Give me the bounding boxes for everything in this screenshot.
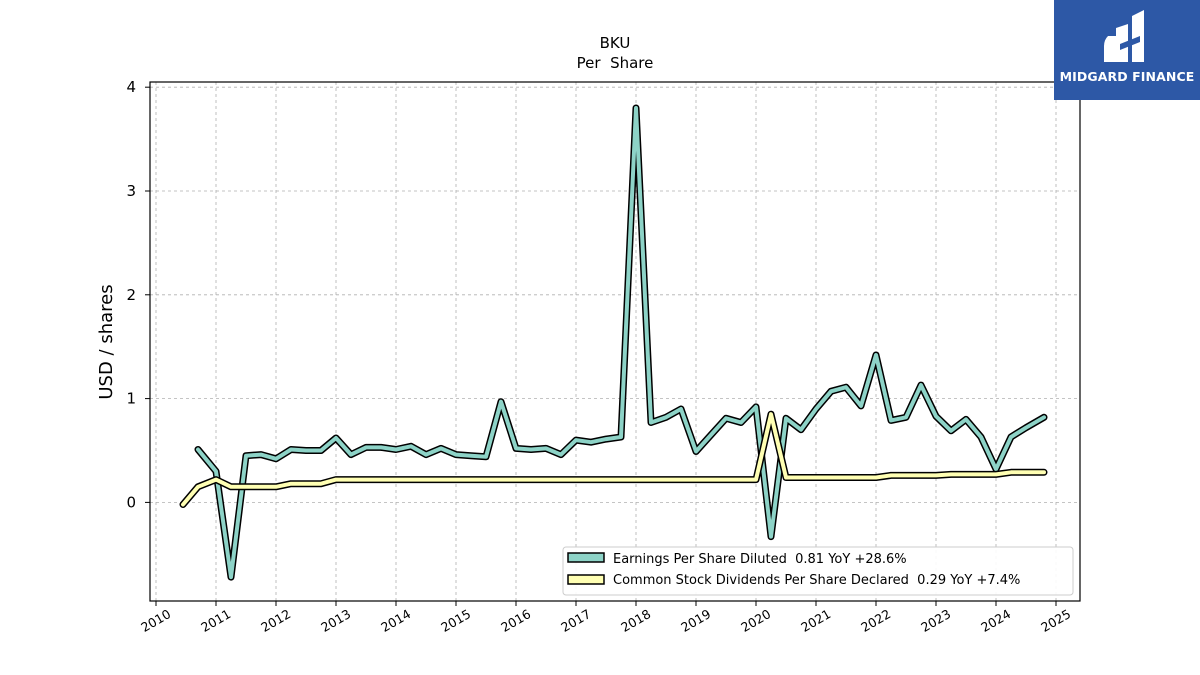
x-tick-label: 2018 — [618, 606, 653, 635]
x-axis: 2010 2011 2012 2013 2014 2015 2016 2017 2018 2019… — [138, 601, 1073, 635]
x-tick-label: 2016 — [498, 606, 533, 635]
plot-frame — [149, 81, 1081, 602]
y-tick-label: 2 — [126, 286, 136, 304]
legend-swatch-dividends — [567, 574, 605, 585]
logo-mark-icon — [1104, 10, 1144, 62]
x-tick-label: 2017 — [558, 606, 593, 635]
legend-label-dividends: Common Stock Dividends Per Share Declare… — [613, 573, 1020, 588]
x-tick-label: 2024 — [978, 606, 1013, 635]
legend-label-eps: Earnings Per Share Diluted 0.81 YoY +28.… — [613, 552, 907, 567]
series-outline — [179, 410, 1048, 508]
series-layer — [179, 104, 1048, 581]
y-tick-label: 3 — [126, 182, 136, 200]
chart-subtitle: Per Share — [577, 54, 654, 72]
chart-title: BKU — [600, 34, 631, 52]
series-line — [181, 412, 1046, 507]
series-line — [196, 106, 1046, 580]
x-tick-label: 2011 — [198, 606, 233, 635]
x-tick-label: 2023 — [918, 606, 953, 635]
x-tick-label: 2020 — [738, 606, 773, 635]
x-tick-label: 2014 — [378, 606, 413, 635]
legend-swatch-eps — [567, 552, 605, 563]
x-tick-label: 2015 — [438, 606, 473, 635]
x-tick-label: 2013 — [318, 606, 353, 635]
y-axis: 0 1 2 3 4 — [126, 78, 150, 511]
legend: Earnings Per Share Diluted 0.81 YoY +28.… — [562, 546, 1074, 596]
x-tick-label: 2025 — [1038, 606, 1073, 635]
x-tick-label: 2022 — [858, 606, 893, 635]
y-axis-label: USD / shares — [96, 284, 117, 399]
y-tick-label: 1 — [126, 390, 136, 408]
x-tick-label: 2019 — [678, 606, 713, 635]
grid-lines — [150, 82, 1080, 601]
x-tick-label: 2021 — [798, 606, 833, 635]
brand-name: MIDGARD FINANCE — [1059, 69, 1195, 84]
legend-box — [562, 546, 1074, 596]
brand-logo: MIDGARD FINANCE — [1054, 0, 1200, 100]
x-tick-label: 2012 — [258, 606, 293, 635]
x-tick-label: 2010 — [138, 606, 173, 635]
series-outline — [194, 104, 1048, 581]
y-tick-label: 4 — [126, 78, 136, 96]
y-tick-label: 0 — [126, 493, 136, 511]
